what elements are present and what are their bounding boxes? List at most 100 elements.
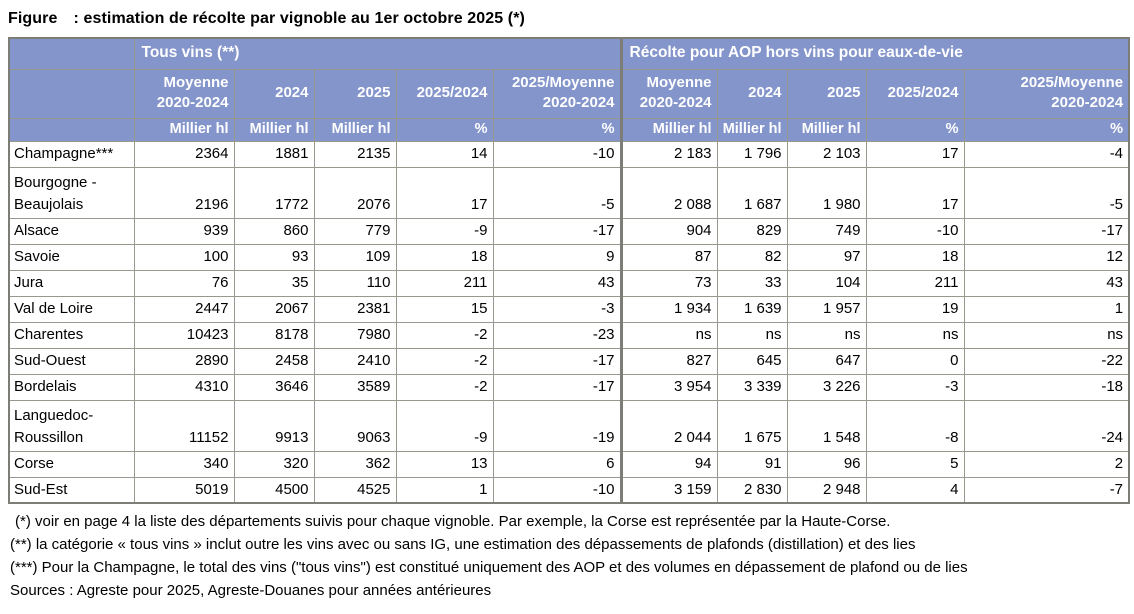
value-cell: -17: [492, 373, 622, 401]
value-cell: 1 687: [716, 166, 788, 219]
value-cell: 340: [133, 450, 235, 478]
column-header: 2025: [786, 68, 867, 119]
table-row: Champagne*** 2364 1881 2135 14 -10 2 183 1 796 2…: [8, 140, 1130, 168]
value-cell: 2196: [133, 166, 235, 219]
value-cell: 211: [395, 269, 494, 297]
value-cell: 17: [395, 166, 494, 219]
value-cell: -17: [492, 217, 622, 245]
value-cell: -2: [395, 373, 494, 401]
figure-title-prefix: Figure: [8, 10, 58, 27]
value-cell: 17: [865, 140, 965, 168]
region-cell: Bordelais: [8, 373, 135, 401]
value-cell: 829: [716, 217, 788, 245]
value-cell: 779: [313, 217, 397, 245]
value-cell: 33: [716, 269, 788, 297]
value-cell: 96: [786, 450, 867, 478]
value-cell: -10: [492, 140, 622, 168]
value-cell: 211: [865, 269, 965, 297]
value-cell: 87: [619, 243, 718, 271]
value-cell: -23: [492, 321, 622, 349]
figure-title: Figure: estimation de récolte par vignob…: [8, 10, 1128, 28]
value-cell: 2 044: [619, 399, 718, 452]
region-cell: Charentes: [8, 321, 135, 349]
table-row: Sud-Ouest 2890 2458 2410 -2 -17 827 645 647 0 -22: [8, 347, 1130, 375]
value-cell: -10: [865, 217, 965, 245]
unit-header: Millier hl: [716, 117, 788, 142]
value-cell: 1: [395, 476, 494, 504]
region-cell: Jura: [8, 269, 135, 297]
table-row: Savoie 100 93 109 18 9 87 82 97 18 12: [8, 243, 1130, 271]
unit-header: %: [492, 117, 622, 142]
value-cell: 2890: [133, 347, 235, 375]
region-cell: Sud-Ouest: [8, 347, 135, 375]
value-cell: 43: [492, 269, 622, 297]
unit-header: Millier hl: [313, 117, 397, 142]
group-header-1: Tous vins (**): [133, 37, 622, 70]
region-cell: Val de Loire: [8, 295, 135, 323]
value-cell: 2 103: [786, 140, 867, 168]
harvest-table: Tous vins (**) Récolte pour AOP hors vins…: [8, 37, 1131, 505]
region-cell: Corse: [8, 450, 135, 478]
value-cell: ns: [786, 321, 867, 349]
value-cell: 93: [233, 243, 315, 271]
value-cell: 94: [619, 450, 718, 478]
value-cell: 749: [786, 217, 867, 245]
value-cell: 2447: [133, 295, 235, 323]
footnote-2: (**) la catégorie « tous vins » inclut o…: [10, 536, 916, 554]
value-cell: 18: [865, 243, 965, 271]
value-cell: 0: [865, 347, 965, 375]
value-cell: 8178: [233, 321, 315, 349]
value-cell: 19: [865, 295, 965, 323]
value-cell: 4500: [233, 476, 315, 504]
value-cell: 5: [865, 450, 965, 478]
value-cell: -17: [492, 347, 622, 375]
value-cell: -19: [492, 399, 622, 452]
column-header: 2025/2024: [395, 68, 494, 119]
value-cell: -24: [963, 399, 1130, 452]
table-row: Charentes 10423 8178 7980 -2 -23 ns ns ns ns ns: [8, 321, 1130, 349]
table-row: Bourgogne - Beaujolais 2196 1772 2076 17 -5 2 …: [8, 166, 1130, 219]
value-cell: 43: [963, 269, 1130, 297]
value-cell: 2458: [233, 347, 315, 375]
value-cell: 2076: [313, 166, 397, 219]
column-header: 2025/Moyenne 2020-2024: [492, 68, 622, 119]
value-cell: 2364: [133, 140, 235, 168]
table-row: Languedoc- Roussillon 11152 9913 9063 -9 -19 2…: [8, 399, 1130, 452]
value-cell: 9063: [313, 399, 397, 452]
value-cell: 647: [786, 347, 867, 375]
value-cell: 1 796: [716, 140, 788, 168]
table-row: Alsace 939 860 779 -9 -17 904 829 749 -10 -17: [8, 217, 1130, 245]
value-cell: 5019: [133, 476, 235, 504]
value-cell: 10423: [133, 321, 235, 349]
region-cell: Savoie: [8, 243, 135, 271]
value-cell: -8: [865, 399, 965, 452]
value-cell: 3 159: [619, 476, 718, 504]
value-cell: 82: [716, 243, 788, 271]
table-row: Val de Loire 2447 2067 2381 15 -3 1 934 1 639 1 …: [8, 295, 1130, 323]
value-cell: 2067: [233, 295, 315, 323]
value-cell: 1 980: [786, 166, 867, 219]
unit-header: Millier hl: [619, 117, 718, 142]
value-cell: 104: [786, 269, 867, 297]
value-cell: 7980: [313, 321, 397, 349]
value-cell: 1 934: [619, 295, 718, 323]
value-cell: 91: [716, 450, 788, 478]
value-cell: -3: [865, 373, 965, 401]
region-cell: Languedoc- Roussillon: [8, 399, 135, 452]
table-row: Bordelais 4310 3646 3589 -2 -17 3 954 3 339 3 22…: [8, 373, 1130, 401]
value-cell: 860: [233, 217, 315, 245]
value-cell: 11152: [133, 399, 235, 452]
region-cell: Bourgogne - Beaujolais: [8, 166, 135, 219]
value-cell: 4525: [313, 476, 397, 504]
header-corner-cell: [8, 117, 135, 142]
value-cell: 9913: [233, 399, 315, 452]
unit-header: Millier hl: [233, 117, 315, 142]
column-header: 2024: [233, 68, 315, 119]
value-cell: 3 954: [619, 373, 718, 401]
value-cell: 2135: [313, 140, 397, 168]
value-cell: 100: [133, 243, 235, 271]
value-cell: -10: [492, 476, 622, 504]
value-cell: 1: [963, 295, 1130, 323]
value-cell: 2 948: [786, 476, 867, 504]
value-cell: 6: [492, 450, 622, 478]
